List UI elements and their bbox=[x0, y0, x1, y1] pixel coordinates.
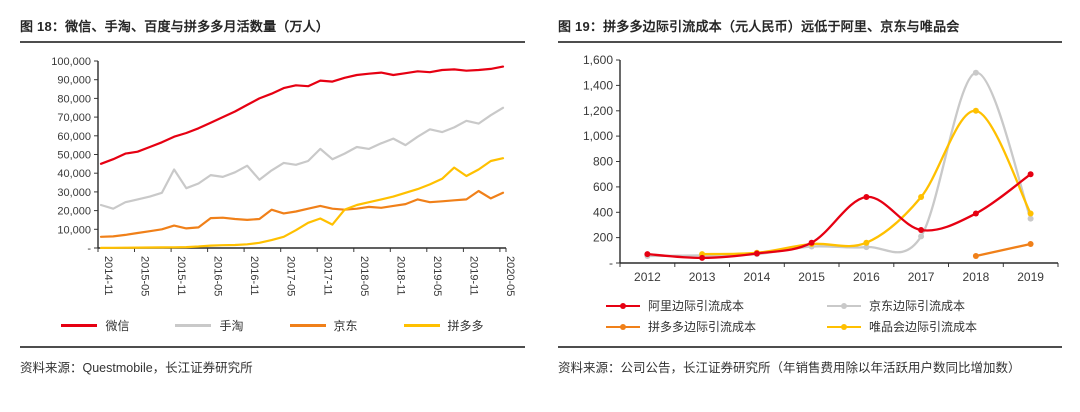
legend-label: 阿里边际引流成本 bbox=[648, 299, 745, 313]
svg-text:-: - bbox=[609, 256, 613, 270]
svg-text:2015-05: 2015-05 bbox=[139, 256, 151, 296]
legend-label: 拼多多 bbox=[447, 319, 484, 333]
svg-text:2016-05: 2016-05 bbox=[212, 256, 224, 296]
svg-text:2012: 2012 bbox=[634, 270, 661, 284]
svg-text:2015: 2015 bbox=[798, 270, 825, 284]
svg-text:1,600: 1,600 bbox=[583, 53, 613, 67]
figure-18-legend: 微信 手淘 京东 拼多多 bbox=[20, 317, 525, 334]
legend-label: 京东边际引流成本 bbox=[869, 299, 966, 313]
svg-text:2019-05: 2019-05 bbox=[431, 256, 443, 296]
svg-text:40,000: 40,000 bbox=[57, 168, 91, 180]
figure-18-source: 资料来源：Questmobile，长江证券研究所 bbox=[20, 346, 525, 376]
legend-line-marker-swatch bbox=[827, 322, 861, 332]
svg-text:-: - bbox=[87, 243, 91, 255]
legend-item-pdd: 拼多多边际引流成本 bbox=[606, 318, 827, 335]
legend-label: 微信 bbox=[105, 319, 130, 333]
svg-text:80,000: 80,000 bbox=[57, 93, 91, 105]
svg-text:100,000: 100,000 bbox=[51, 56, 91, 68]
svg-text:70,000: 70,000 bbox=[57, 112, 91, 124]
legend-line-marker-swatch bbox=[606, 301, 640, 311]
legend-line-swatch bbox=[61, 324, 98, 327]
svg-text:2018: 2018 bbox=[963, 270, 990, 284]
svg-text:2014: 2014 bbox=[744, 270, 771, 284]
svg-text:400: 400 bbox=[593, 205, 613, 219]
legend-line-marker-swatch bbox=[606, 322, 640, 332]
legend-item-ali: 阿里边际引流成本 bbox=[606, 297, 827, 314]
svg-text:2019: 2019 bbox=[1017, 270, 1044, 284]
svg-text:1,000: 1,000 bbox=[583, 129, 613, 143]
legend-label: 手淘 bbox=[219, 319, 244, 333]
legend-item-jd: 京东边际引流成本 bbox=[827, 297, 1048, 314]
svg-text:50,000: 50,000 bbox=[57, 150, 91, 162]
svg-text:10,000: 10,000 bbox=[57, 224, 91, 236]
svg-text:20,000: 20,000 bbox=[57, 206, 91, 218]
legend-line-swatch bbox=[289, 324, 326, 327]
legend-item-vip: 唯品会边际引流成本 bbox=[827, 318, 1048, 335]
svg-text:2016: 2016 bbox=[853, 270, 880, 284]
figure-18-panel: 图 18：微信、手淘、百度与拼多多月活数量（万人） - 10,000 20,000 3… bbox=[20, 18, 525, 376]
figure-19-legend: 阿里边际引流成本 京东边际引流成本拼多多边际引流成本 唯品会边际引流成本 bbox=[558, 297, 1062, 335]
figure-18-line-chart: - 10,000 20,000 30,000 40,000 50,000 60,000 70,… bbox=[51, 56, 516, 296]
svg-text:2019-11: 2019-11 bbox=[467, 256, 479, 296]
svg-text:2017-05: 2017-05 bbox=[285, 256, 297, 296]
figure-19-source: 资料来源：公司公告，长江证券研究所（年销售费用除以年活跃用户数同比增加数） bbox=[558, 346, 1062, 376]
svg-text:2016-11: 2016-11 bbox=[248, 256, 260, 296]
figure-19-line-chart: - 200 400 600 800 1,000 1,200 1,400 1,600 2012 201… bbox=[583, 53, 1059, 284]
svg-text:2018-11: 2018-11 bbox=[394, 256, 406, 296]
svg-text:2013: 2013 bbox=[689, 270, 716, 284]
svg-text:2018-05: 2018-05 bbox=[358, 256, 370, 296]
svg-text:2017-11: 2017-11 bbox=[321, 256, 333, 296]
figure-18-title: 图 18：微信、手淘、百度与拼多多月活数量（万人） bbox=[20, 18, 525, 43]
svg-text:200: 200 bbox=[593, 231, 613, 245]
svg-text:60,000: 60,000 bbox=[57, 131, 91, 143]
legend-item-wechat: 微信 bbox=[61, 317, 129, 334]
svg-text:600: 600 bbox=[593, 180, 613, 194]
legend-item-shoutao: 手淘 bbox=[175, 317, 244, 334]
legend-line-swatch bbox=[403, 324, 440, 327]
figure-19-panel: 图 19：拼多多边际引流成本（元人民币）远低于阿里、京东与唯品会 - 200 400… bbox=[558, 18, 1062, 376]
svg-text:2017: 2017 bbox=[908, 270, 935, 284]
svg-text:1,400: 1,400 bbox=[583, 78, 613, 92]
legend-label: 京东 bbox=[333, 319, 358, 333]
svg-text:90,000: 90,000 bbox=[57, 75, 91, 87]
legend-line-marker-swatch bbox=[827, 301, 861, 311]
svg-text:800: 800 bbox=[593, 155, 613, 169]
legend-line-swatch bbox=[175, 324, 212, 327]
legend-label: 拼多多边际引流成本 bbox=[648, 320, 757, 334]
svg-text:2015-11: 2015-11 bbox=[175, 256, 187, 296]
legend-label: 唯品会边际引流成本 bbox=[869, 320, 978, 334]
figure-19-title: 图 19：拼多多边际引流成本（元人民币）远低于阿里、京东与唯品会 bbox=[558, 18, 1062, 43]
legend-item-pdd: 拼多多 bbox=[403, 317, 484, 334]
svg-text:2020-05: 2020-05 bbox=[504, 256, 516, 296]
svg-text:30,000: 30,000 bbox=[57, 187, 91, 199]
svg-text:2014-11: 2014-11 bbox=[102, 256, 114, 296]
legend-item-jd: 京东 bbox=[289, 317, 358, 334]
svg-text:1,200: 1,200 bbox=[583, 104, 613, 118]
